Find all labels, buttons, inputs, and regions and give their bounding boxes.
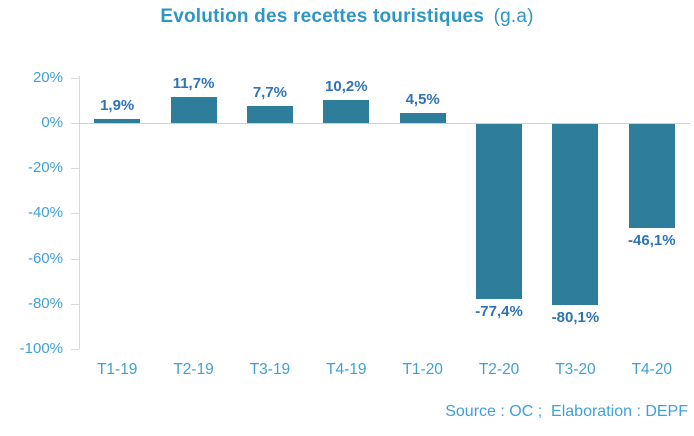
y-axis-tick-mark [71,349,79,350]
bar-t2-20 [476,124,523,299]
bar-t2-19 [170,96,217,123]
x-axis-category-label: T1-19 [96,361,138,378]
bar-t1-19 [94,118,141,123]
chart-title: Evolution des recettes touristiques (g.a… [0,6,694,28]
y-axis-tick-label: 0% [41,114,63,131]
x-axis-category-label: T4-20 [631,361,673,378]
bar-value-label: 7,7% [252,83,288,101]
bar-value-label: -46,1% [628,232,676,250]
x-axis-category-label: T3-19 [249,361,291,378]
chart-title-suffix: (g.a) [493,6,534,27]
bar-value-label: 4,5% [405,90,440,108]
y-axis-tick-mark [71,303,79,305]
y-axis-tick-label: 20% [32,68,63,86]
bar-t3-20 [552,124,599,306]
x-axis-category-label: T2-19 [173,361,214,378]
y-axis-tick-label: -80% [27,294,63,312]
x-axis-zero-line [71,123,690,124]
y-axis-tick-mark [71,168,79,170]
y-axis-tick-label: -20% [27,159,63,177]
y-axis-tick-label: -40% [27,204,63,222]
bar-t4-20 [628,124,675,229]
x-axis-category-label: T2-20 [478,361,520,378]
x-axis-category-label: T4-19 [326,361,367,378]
bar-value-label: -77,4% [475,302,523,320]
x-axis-category-label: T3-20 [555,361,596,378]
bar-value-label: -80,1% [551,309,600,327]
bar-value-label: 10,2% [325,77,368,95]
bar-t1-20 [399,112,446,123]
bar-value-label: 1,9% [100,96,135,114]
bar-value-label: 11,7% [172,74,215,92]
y-axis-tick-mark [71,213,79,215]
y-axis-tick-mark [71,123,79,124]
y-axis-tick-label: -60% [27,249,63,267]
y-axis-tick-mark [71,258,79,260]
chart-title-main: Evolution des recettes touristiques [160,6,485,27]
x-axis-category-label: T1-20 [402,361,443,378]
y-axis-tick-mark [71,77,79,79]
source-note: Source : OC ; Elaboration : DEPF [445,403,688,420]
y-axis-line [79,76,80,349]
bar-t4-19 [323,99,370,123]
bar-t3-19 [246,105,293,123]
y-axis-tick-label: -100% [19,340,63,357]
